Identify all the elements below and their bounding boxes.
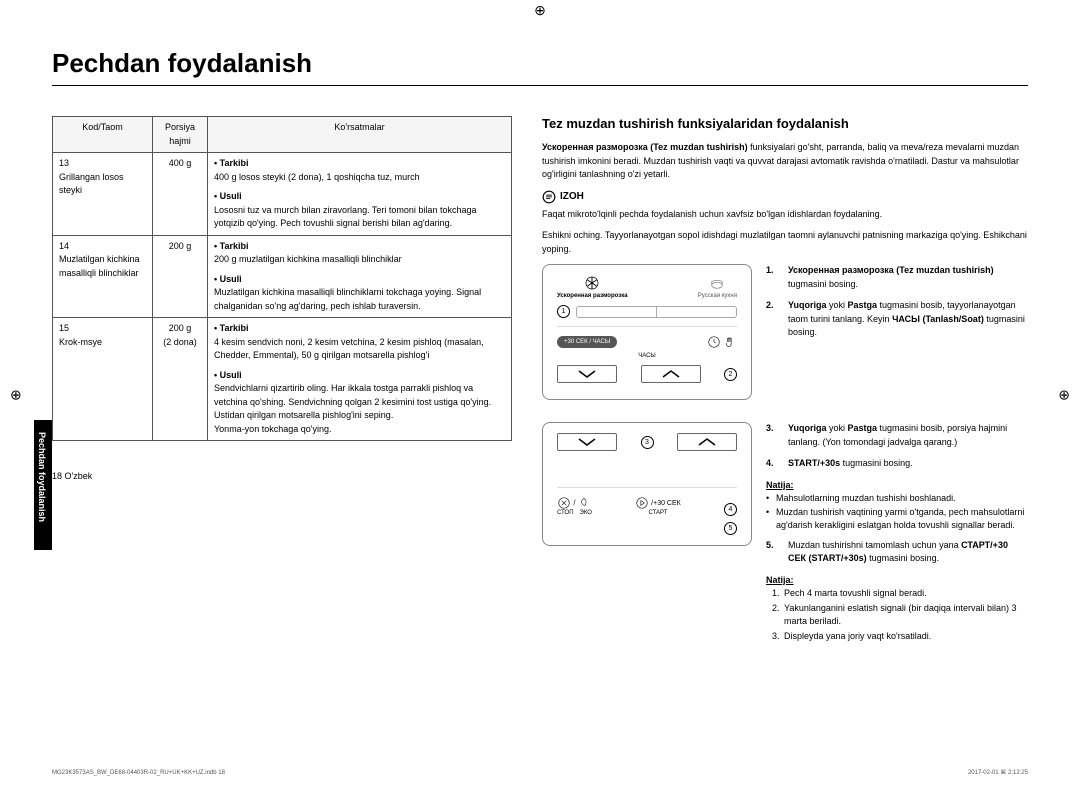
prep-text: Eshikni oching. Tayyorlanayotgan sopol i… [542, 229, 1028, 256]
control-panel-2: 3 / СТОПЭКО [542, 422, 752, 546]
dish-name: Muzlatilgan kichkina masalliqli blinchik… [59, 253, 146, 280]
step-marker-5: 5 [724, 522, 737, 535]
page-title: Pechdan foydalanish [52, 48, 1028, 86]
step-marker-3: 3 [641, 436, 654, 449]
eco-icon [577, 496, 591, 510]
step-num: 1. [766, 264, 780, 291]
footer-left: MG23K3573AS_BW_DE68-04403R-02_RU+UK+KK+U… [52, 770, 225, 776]
start-icon [635, 496, 649, 510]
table-row: 14 Muzlatilgan kichkina masalliqli blinc… [53, 235, 512, 318]
natija-label: Natija: [766, 479, 1028, 493]
code: 14 [59, 240, 146, 254]
tarkibi: 400 g losos steyki (2 dona), 1 qoshiqcha… [214, 171, 505, 185]
th-code: Kod/Taom [53, 117, 153, 153]
dish-name: Krok-msye [59, 336, 146, 350]
usuli-label: • Usuli [214, 369, 505, 383]
portion: 200 g [153, 235, 208, 318]
pot-icon [708, 275, 726, 291]
result-item: Pech 4 marta tovushli signal beradi. [782, 587, 1028, 601]
step-text: Yuqoriga yoki Pastga tugmasini bosib, po… [788, 422, 1028, 449]
recipe-table: Kod/Taom Porsiya hajmi Ko'rsatmalar 13 G… [52, 116, 512, 441]
tarkibi-label: • Tarkibi [214, 240, 505, 254]
tarkibi: 4 kesim sendvich noni, 2 kesim vetchina,… [214, 336, 505, 363]
step-text: Ускоренная разморозка (Tez muzdan tushir… [788, 264, 1028, 291]
step-num: 3. [766, 422, 780, 449]
control-panel-1: Ускоренная разморозка Русская кухня 1 +3… [542, 264, 752, 400]
usuli-label: • Usuli [214, 190, 505, 204]
defrost-icon [583, 275, 601, 291]
izoh-label: IZOH [560, 191, 584, 202]
usuli: Muzlatilgan kichkina masalliqli blinchik… [214, 286, 505, 313]
note-icon [542, 190, 556, 204]
clock-icon [707, 335, 721, 349]
natija-label: Natija: [766, 574, 1028, 588]
note-header: IZOH [542, 190, 1028, 204]
tarkibi-label: • Tarkibi [214, 157, 505, 171]
page-number: 18 O'zbek [52, 471, 512, 481]
dish-name: Grillangan losos steyki [59, 171, 146, 198]
hand-icon [723, 335, 737, 349]
usuli-label: • Usuli [214, 273, 505, 287]
step-num: 5. [766, 539, 780, 566]
down-button[interactable] [557, 433, 617, 451]
result-item: Yakunlanganini eslatish signali (bir daq… [782, 602, 1028, 629]
tarkibi: 200 g muzlatilgan kichkina masalliqli bl… [214, 253, 505, 267]
footer-right: 2017-02-01 ⌘ 2:12:25 [968, 769, 1028, 776]
step-marker-1: 1 [557, 305, 570, 318]
stop-icon [557, 496, 571, 510]
code: 15 [59, 322, 146, 336]
step-marker-2: 2 [724, 368, 737, 381]
result-item: Displeyda yana joriy vaqt ko'rsatiladi. [782, 630, 1028, 644]
step-text: START/+30s tugmasini bosing. [788, 457, 1028, 471]
step-num: 2. [766, 299, 780, 340]
section-heading: Tez muzdan tushirish funksiyalaridan foy… [542, 116, 1028, 131]
step-marker-4: 4 [724, 503, 737, 516]
usuli: Sendvichlarni qizartirib oling. Har ikka… [214, 382, 505, 436]
tarkibi-label: • Tarkibi [214, 322, 505, 336]
th-instructions: Ko'rsatmalar [208, 117, 512, 153]
result-item: Mahsulotlarning muzdan tushishi boshlana… [766, 492, 1028, 506]
step-num: 4. [766, 457, 780, 471]
step-text: Muzdan tushirishni tamomlash uchun yana … [788, 539, 1028, 566]
plus30-button[interactable]: +30 СЕК / ЧАСЫ [557, 336, 617, 348]
table-row: 15 Krok-msye 200 g (2 dona) • Tarkibi 4 … [53, 318, 512, 441]
izoh-text: Faqat mikroto'lqinli pechda foydalanish … [542, 208, 1028, 222]
intro-text: Ускоренная разморозка (Tez muzdan tushir… [542, 141, 1028, 182]
usuli: Lososni tuz va murch bilan ziravorlang. … [214, 204, 505, 231]
portion: 400 g [153, 153, 208, 236]
table-row: 13 Grillangan losos steyki 400 g • Tarki… [53, 153, 512, 236]
down-button[interactable] [557, 365, 617, 383]
code: 13 [59, 157, 146, 171]
up-button[interactable] [641, 365, 701, 383]
result-item: Muzdan tushirish vaqtining yarmi o'tgand… [766, 506, 1028, 533]
th-portion: Porsiya hajmi [153, 117, 208, 153]
step-text: Yuqoriga yoki Pastga tugmasini bosib, ta… [788, 299, 1028, 340]
portion: 200 g (2 dona) [153, 318, 208, 441]
up-button[interactable] [677, 433, 737, 451]
